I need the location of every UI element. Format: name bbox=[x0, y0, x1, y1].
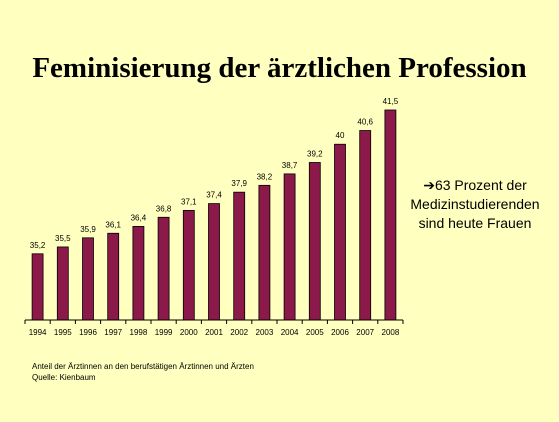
bar-1994 bbox=[31, 253, 44, 321]
bar-2006 bbox=[334, 143, 346, 321]
category-label-2003: 2003 bbox=[256, 328, 274, 337]
bar-2007 bbox=[359, 130, 372, 321]
bar-1996 bbox=[82, 237, 94, 321]
category-label-1995: 1995 bbox=[54, 328, 72, 337]
value-label-2006: 40 bbox=[336, 131, 345, 140]
value-label-1998: 36,4 bbox=[131, 213, 147, 222]
category-labels-group: 1994 1995 1996 1997 1998 1999 2000 2001 2002 2003… bbox=[29, 328, 400, 337]
callout-line-1: ➔63 Prozent der bbox=[400, 176, 550, 195]
value-label-1995: 35,5 bbox=[55, 234, 71, 243]
value-label-2001: 37,4 bbox=[206, 191, 222, 200]
bar-1997 bbox=[107, 232, 120, 321]
value-label-2000: 37,1 bbox=[181, 197, 197, 206]
bar-2003 bbox=[258, 184, 271, 321]
slide-title: Feminisierung der ärztlichen Profession bbox=[32, 52, 527, 84]
bar-2001 bbox=[208, 203, 220, 321]
bar-1999 bbox=[157, 216, 170, 321]
category-label-2004: 2004 bbox=[281, 328, 299, 337]
bar-2000 bbox=[182, 210, 195, 321]
category-label-2006: 2006 bbox=[331, 328, 349, 337]
bar-2008 bbox=[384, 109, 397, 321]
callout-line-3: sind heute Frauen bbox=[418, 215, 532, 231]
category-label-2000: 2000 bbox=[180, 328, 198, 337]
category-label-2005: 2005 bbox=[306, 328, 324, 337]
bar-2005 bbox=[308, 162, 321, 321]
footnote-description: Anteil der Ärztinnen an den berufstätige… bbox=[32, 362, 254, 371]
value-label-2002: 37,9 bbox=[231, 179, 247, 188]
value-label-2003: 38,2 bbox=[257, 172, 273, 181]
category-label-1998: 1998 bbox=[130, 328, 148, 337]
value-label-2007: 40,6 bbox=[357, 118, 373, 127]
category-label-2002: 2002 bbox=[230, 328, 248, 337]
bar-2002 bbox=[233, 191, 246, 321]
value-label-2008: 41,5 bbox=[383, 97, 399, 106]
value-label-1997: 36,1 bbox=[105, 220, 121, 229]
value-labels-group: 35,2 35,5 35,9 36,1 36,4 36,8 37,1 37,4 37,9 38,2… bbox=[30, 97, 399, 250]
category-label-1999: 1999 bbox=[155, 328, 173, 337]
category-label-2007: 2007 bbox=[356, 328, 374, 337]
chart-footnote: Anteil der Ärztinnen an den berufstätige… bbox=[32, 361, 254, 383]
category-label-2008: 2008 bbox=[382, 328, 400, 337]
value-label-2005: 39,2 bbox=[307, 150, 323, 159]
value-label-2004: 38,7 bbox=[282, 161, 298, 170]
value-label-1996: 35,9 bbox=[80, 225, 96, 234]
bar-1998 bbox=[132, 226, 145, 321]
category-label-1997: 1997 bbox=[104, 328, 122, 337]
bars-group bbox=[31, 109, 397, 321]
callout-text: ➔63 Prozent der Medizinstudierenden sind… bbox=[400, 176, 550, 233]
callout-line-1-text: 63 Prozent der bbox=[434, 177, 527, 193]
x-ticks-group bbox=[24, 320, 404, 324]
bar-2004 bbox=[283, 173, 296, 321]
category-label-1996: 1996 bbox=[79, 328, 97, 337]
category-label-1994: 1994 bbox=[29, 328, 47, 337]
value-label-1999: 36,8 bbox=[156, 204, 172, 213]
bar-1995 bbox=[56, 246, 69, 321]
value-label-1994: 35,2 bbox=[30, 241, 46, 250]
category-label-2001: 2001 bbox=[205, 328, 223, 337]
footnote-source: Quelle: Kienbaum bbox=[32, 373, 96, 382]
arrow-right-icon: ➔ bbox=[423, 177, 435, 193]
callout-line-2: Medizinstudierenden bbox=[410, 196, 540, 212]
